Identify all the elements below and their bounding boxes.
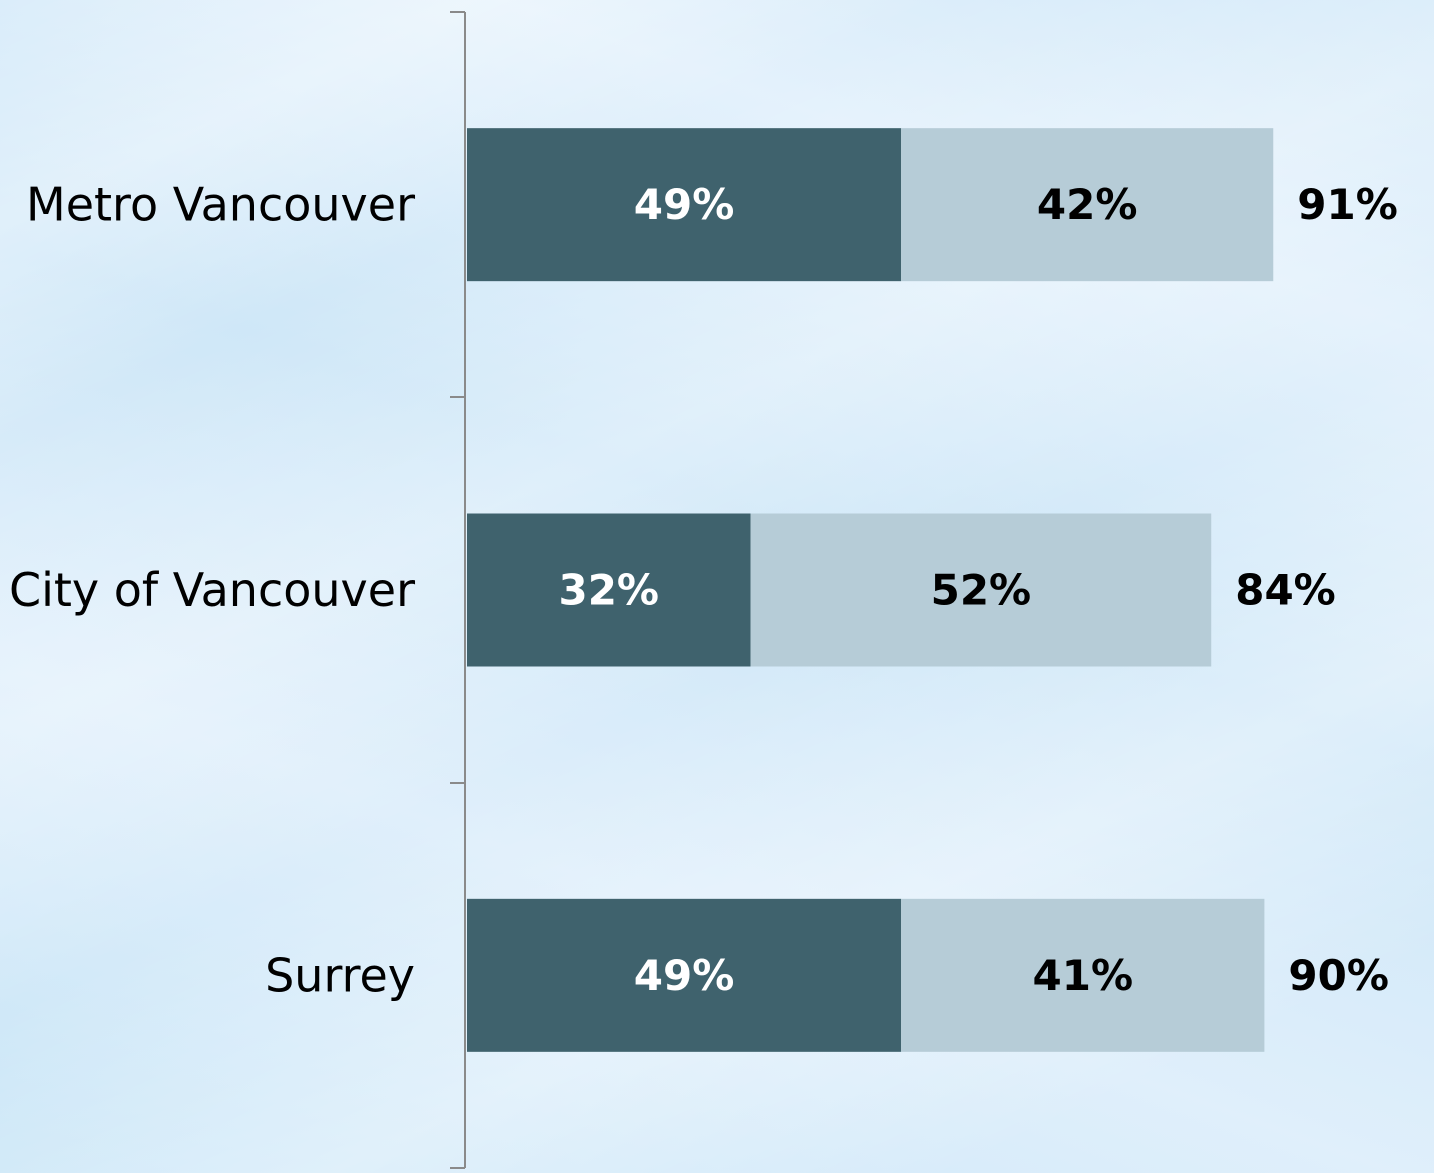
category-axis <box>450 11 466 1169</box>
category-label: City of Vancouver <box>9 563 415 617</box>
bar-segment <box>467 898 902 1052</box>
total-label: 90% <box>1288 951 1389 1000</box>
data-label: 41% <box>1033 951 1134 1000</box>
bar-segment <box>901 128 1274 282</box>
data-label: 49% <box>634 180 735 229</box>
total-label: 91% <box>1297 180 1398 229</box>
data-label: 42% <box>1037 180 1138 229</box>
category-label: Surrey <box>265 948 415 1002</box>
bar-segment <box>467 513 751 667</box>
bar-segment <box>901 898 1265 1052</box>
bar-segment <box>467 128 902 282</box>
bar-segment <box>750 513 1212 667</box>
category-label: Metro Vancouver <box>26 178 415 232</box>
data-label: 49% <box>634 951 735 1000</box>
data-label: 52% <box>931 566 1032 615</box>
data-label: 32% <box>558 566 659 615</box>
total-label: 84% <box>1235 566 1336 615</box>
